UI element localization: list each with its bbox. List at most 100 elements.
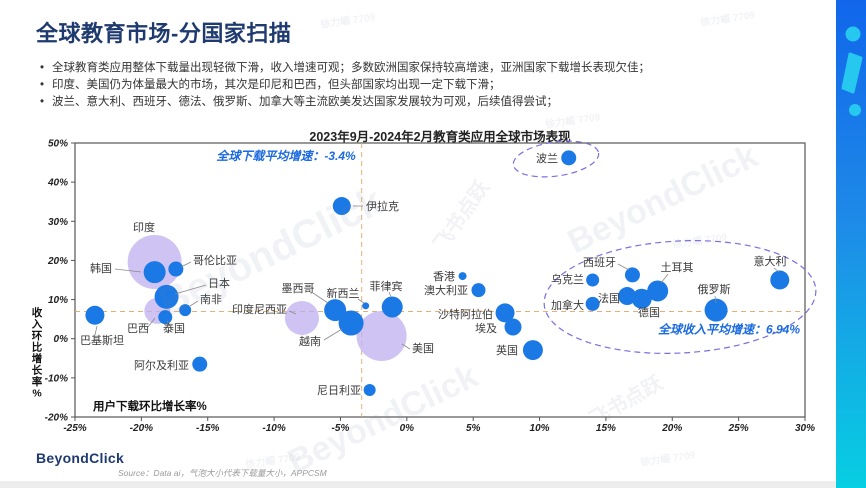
leader-indonesia [288, 310, 297, 315]
bullet-item: 全球教育类应用整体下载量出现轻微下滑，收入增速可观；多数欧洲国家保持较高增速，亚… [40, 60, 780, 77]
bubble-russia [704, 298, 728, 322]
europe-highlight [543, 240, 817, 354]
bullet-list: 全球教育类应用整体下载量出现轻微下滑，收入增速可观；多数欧洲国家保持较高增速，亚… [40, 60, 780, 111]
label-egypt: 埃及 [475, 321, 497, 335]
label-ukraine: 乌克兰 [551, 272, 584, 286]
leader-philippines [388, 291, 392, 298]
label-poland: 波兰 [536, 152, 558, 165]
source-note: Source：Data ai，气泡大小代表下载量大小，APPCSM [118, 468, 327, 478]
label-saudi-arabia: 沙特阿拉伯 [438, 307, 493, 321]
label-philippines: 菲律宾 [370, 279, 403, 293]
label-france: 法国 [598, 291, 620, 305]
bubble-usa [356, 310, 407, 361]
label-hong-kong: 香港 [433, 270, 455, 283]
bubble-thailand [158, 310, 173, 325]
leader-korea [114, 268, 142, 273]
bubble-south-africa [179, 304, 192, 317]
label-uk: 英国 [496, 343, 518, 357]
bubble-korea [143, 261, 166, 284]
bubble-ukraine [586, 273, 600, 287]
bullet-item: 波兰、意大利、西班牙、德法、俄罗斯、加拿大等主流欧美发达国家发展较为可观，后续值… [40, 94, 780, 111]
chart-title: 2023年9月-2024年2月教育类应用全球市场表现 [309, 130, 571, 144]
x-tick-label: -15% [196, 423, 219, 434]
label-south-africa: 南非 [200, 293, 222, 306]
x-tick-label: 0% [400, 423, 415, 434]
label-pakistan: 巴基斯坦 [80, 333, 124, 347]
x-tick-label: -25% [63, 423, 86, 434]
x-tick-label: 30% [795, 423, 815, 434]
bubble-indonesia [284, 300, 319, 335]
y-tick-label: -10% [45, 373, 68, 384]
x-axis-title: 用户下载环比增长率% [92, 399, 207, 413]
x-tick-label: 15% [596, 423, 616, 434]
bubble-philippines [381, 296, 403, 318]
bubble-hong-kong [458, 272, 467, 281]
y-axis-title: 收入环比增长率% [32, 306, 43, 400]
bubble-turkey [647, 280, 669, 302]
leader-colombia [180, 261, 192, 268]
label-brazil: 巴西 [127, 323, 149, 335]
label-italy: 意大利 [754, 254, 787, 268]
bubble-uk [522, 340, 543, 361]
leader-spain [617, 263, 630, 271]
label-mexico: 墨西哥 [282, 282, 315, 295]
bubble-nigeria [363, 383, 376, 396]
bubble-iraq [332, 197, 351, 216]
label-spain: 西班牙 [583, 256, 616, 269]
label-russia: 俄罗斯 [698, 283, 731, 296]
label-canada: 加拿大 [551, 298, 584, 312]
bubble-poland [561, 150, 577, 166]
bubble-new-zealand [362, 302, 370, 310]
label-indonesia: 印度尼西亚 [232, 302, 287, 316]
x-tick-label: 25% [728, 423, 749, 434]
y-tick-label: 0% [54, 334, 69, 345]
bubble-france [618, 287, 637, 306]
leader-south-africa [189, 300, 199, 307]
footer-logo: BeyondClick [36, 450, 125, 466]
leader-japan [174, 284, 207, 295]
plot-border [74, 142, 806, 418]
label-korea: 韩国 [90, 261, 112, 275]
poland-highlight [512, 140, 600, 178]
brand-sidebar [836, 0, 866, 488]
label-nigeria: 尼日利亚 [317, 384, 361, 397]
y-tick-label: 40% [47, 178, 68, 189]
x-tick-label: -5% [332, 423, 350, 434]
leader-usa [401, 343, 411, 350]
bubble-pakistan [85, 305, 105, 325]
leader-russia [714, 295, 717, 304]
label-japan: 日本 [208, 276, 230, 290]
y-tick-label: -20% [45, 413, 68, 424]
leader-new-zealand [357, 298, 365, 304]
avg-download-label: 全球下载平均增速：-3.4% [216, 149, 356, 163]
label-new-zealand: 新西兰 [327, 286, 360, 300]
leader-italy [773, 267, 780, 273]
bubble-germany [631, 288, 652, 309]
bottom-strip [0, 481, 836, 488]
label-vietnam: 越南 [299, 334, 321, 348]
bubble-saudi-arabia [495, 303, 515, 323]
x-tick-label: 20% [661, 423, 682, 434]
bubble-spain [624, 267, 640, 283]
x-tick-label: 10% [530, 423, 550, 434]
x-tick-label: -10% [262, 423, 285, 434]
leader-vietnam [323, 328, 343, 341]
x-tick-label: -20% [130, 423, 153, 434]
y-tick-label: 10% [48, 295, 68, 306]
leader-turkey [660, 273, 669, 284]
label-usa: 美国 [412, 342, 434, 355]
x-tick-label: 5% [466, 423, 481, 434]
label-australia: 澳大利亚 [424, 283, 468, 297]
bubble-japan [154, 284, 179, 309]
avg-revenue-label: 全球收入平均增速：6.94% [658, 323, 800, 337]
bubble-canada [585, 296, 600, 311]
bullet-item: 印度、美国仍为体量最大的市场，其次是印尼和巴西，但头部国家均出现一定下载下滑； [40, 77, 780, 94]
leader-pakistan [94, 325, 98, 336]
brand-i-icon [841, 26, 863, 116]
label-thailand: 泰国 [163, 321, 185, 335]
bubble-colombia [168, 261, 184, 277]
y-tick-label: 30% [48, 217, 68, 228]
leader-mexico [312, 292, 329, 304]
bubble-vietnam [338, 310, 364, 336]
